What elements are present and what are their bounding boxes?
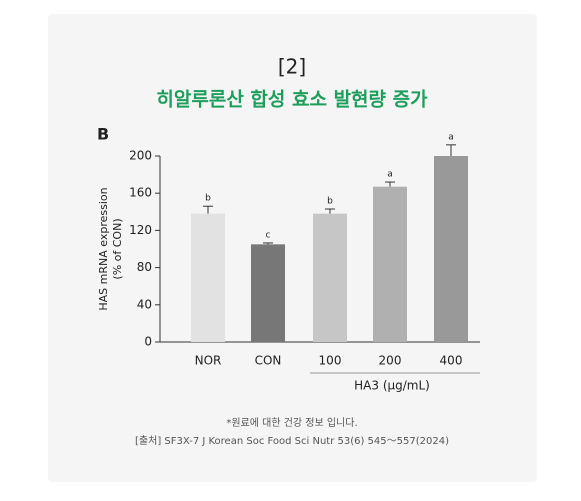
x-tick-label: 400 (440, 354, 463, 368)
chart-subtitle: 히알루론산 합성 효소 발현량 증가 (156, 89, 428, 111)
y-tick-label: 0 (144, 335, 152, 349)
significance-letter: a (387, 170, 393, 180)
panel-label: B (97, 125, 109, 144)
bar (251, 244, 285, 342)
significance-letter: a (448, 132, 454, 142)
bar (191, 213, 225, 342)
x-tick-label: NOR (195, 354, 222, 368)
chart-title: [2] (278, 55, 306, 79)
y-tick-label: 120 (129, 223, 152, 237)
bar (313, 213, 347, 342)
bar (373, 186, 407, 342)
note: [출처] SF3X-7 J Korean Soc Food Sci Nutr 5… (135, 435, 449, 447)
significance-letter: b (327, 197, 333, 207)
y-tick-label: 200 (129, 149, 152, 163)
y-tick-label: 160 (129, 186, 152, 200)
y-tick-label: 80 (137, 260, 152, 274)
card (48, 14, 537, 482)
bar (434, 156, 468, 342)
group-label: HA3 (μg/mL) (354, 379, 430, 393)
x-tick-label: CON (255, 354, 282, 368)
note: *원료에 대한 건강 정보 입니다. (226, 416, 357, 429)
x-tick-label: 100 (319, 354, 342, 368)
significance-letter: c (266, 230, 271, 240)
x-tick-label: 200 (379, 354, 402, 368)
y-tick-label: 40 (137, 297, 152, 311)
y-axis-label: (% of CON) (111, 218, 124, 279)
y-axis-label: HAS mRNA expression (97, 187, 110, 310)
significance-letter: b (205, 194, 211, 204)
